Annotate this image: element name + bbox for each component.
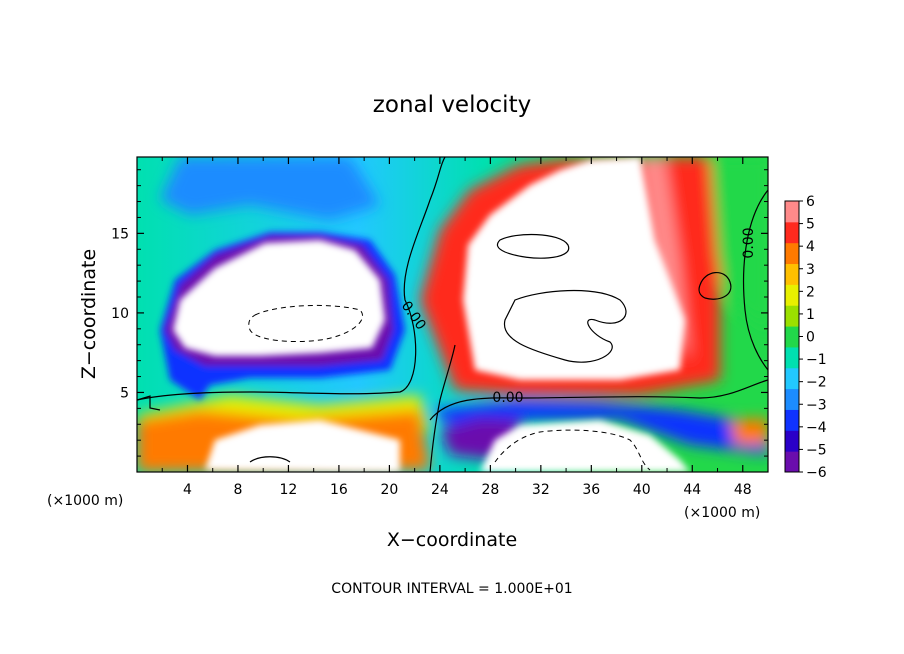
x-axis-ticks: 4 8 12 16 20 24 28 32 36 40 44 48 [161, 157, 752, 498]
x-unit-label: (×1000 m) [684, 505, 760, 521]
x-tick-label: 16 [330, 482, 348, 498]
contour-interval-note: CONTOUR INTERVAL = 1.000E+01 [331, 581, 572, 597]
contour-dashed-bottom [494, 429, 651, 471]
colorbar-segment [785, 388, 799, 410]
colorbar-tick-label: 5 [806, 217, 815, 233]
colorbar-segment [785, 242, 799, 265]
field-right-orange [730, 418, 768, 445]
x-tick-label: 36 [582, 482, 600, 498]
colorbar-tick-label: 6 [806, 194, 815, 210]
colorbar-segment [785, 367, 799, 390]
colorbar-tick-label: −6 [806, 465, 827, 481]
field-bottom-blue-band [430, 400, 768, 455]
contour-ring-right [698, 272, 732, 300]
x-tick-label: 44 [683, 482, 701, 498]
contour-zero-left [137, 157, 446, 401]
x-axis-label: X−coordinate [387, 529, 517, 551]
colorbar-segment [785, 221, 799, 244]
colorbar-tick-label: −1 [806, 352, 827, 368]
field-center-white [463, 157, 685, 380]
y-unit-label: (×1000 m) [47, 493, 123, 509]
plot-area [137, 157, 768, 472]
colorbar-tick-label: 4 [806, 239, 815, 255]
x-tick-label: 4 [183, 482, 192, 498]
x-tick-label: 20 [380, 482, 398, 498]
x-tick-label: 8 [233, 482, 242, 498]
colorbar-segment [785, 451, 799, 473]
colorbar-tick-label: −4 [806, 420, 827, 436]
colorbar: 6 5 4 3 2 1 0 −1 −2 −3 −4 −5 −6 [784, 194, 827, 481]
y-axis-label: Z−coordinate [78, 249, 100, 379]
x-tick-label: 12 [280, 482, 298, 498]
field-bottom-white-left [205, 420, 400, 472]
y-tick-label: 15 [111, 226, 129, 242]
contour-left-box [137, 395, 161, 411]
colorbar-segment [785, 201, 799, 223]
colorbar-tick-label: 1 [806, 307, 815, 323]
field-bottom-white-right [480, 420, 690, 472]
x-tick-label: 40 [633, 482, 651, 498]
contour-bottom-vertical [429, 344, 456, 472]
contour-label-center: 0.00 [492, 390, 523, 406]
x-tick-label: 28 [481, 482, 499, 498]
colorbar-segment [785, 263, 799, 285]
colorbar-tick-label: 3 [806, 262, 815, 278]
x-tick-label: 24 [431, 482, 449, 498]
y-tick-label: 5 [120, 385, 129, 401]
y-tick-label: 10 [111, 306, 129, 322]
field-upper-blue [160, 157, 380, 220]
colorbar-segment [785, 326, 799, 348]
colorbar-segment [785, 284, 799, 306]
colorbar-tick-label: 2 [806, 284, 815, 300]
contour-zero-right [742, 189, 768, 371]
contour-center-lower [503, 289, 627, 363]
x-tick-label: 48 [734, 482, 752, 498]
colorbar-segment [785, 430, 799, 452]
contour-center-upper [496, 233, 570, 259]
colorbar-tick-label: −3 [806, 397, 827, 413]
colorbar-tick-label: −2 [806, 375, 827, 391]
colorbar-segment [785, 305, 799, 327]
field-top-right-green [700, 157, 768, 330]
y-axis-ticks: 5 10 15 [111, 169, 768, 457]
plot-frame [136, 156, 769, 473]
chart-title: zonal velocity [373, 92, 531, 118]
field-right-red-stripe [665, 157, 720, 370]
colorbar-segment [785, 346, 799, 369]
field-left-white [173, 240, 385, 356]
contour-bottom-left [249, 456, 291, 463]
colorbar-tick-label: 0 [806, 330, 815, 346]
x-tick-label: 32 [532, 482, 550, 498]
colorbar-segment [785, 409, 799, 431]
colorbar-tick-label: −5 [806, 442, 827, 458]
contour-zero-main [429, 379, 768, 421]
contour-label-right: 0.00 [741, 227, 757, 258]
